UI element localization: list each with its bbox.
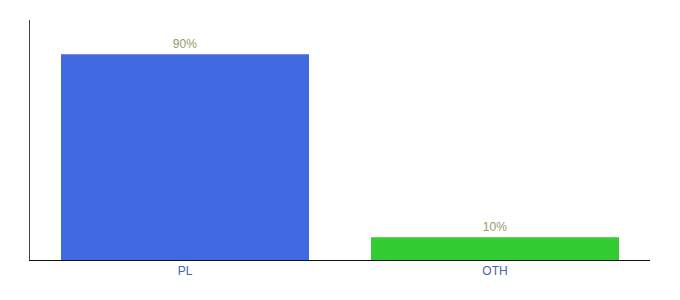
svg-text:90%: 90% bbox=[173, 37, 197, 51]
svg-text:PL: PL bbox=[178, 264, 193, 278]
svg-text:10%: 10% bbox=[483, 220, 507, 234]
svg-text:OTH: OTH bbox=[482, 264, 507, 278]
